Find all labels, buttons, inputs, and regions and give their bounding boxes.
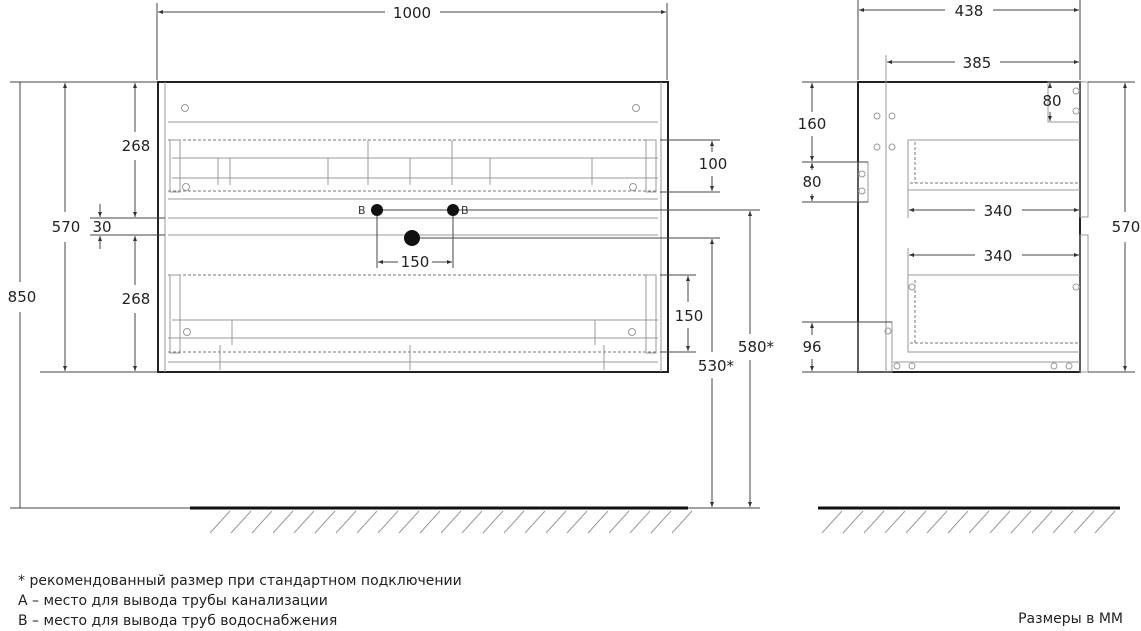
hatch-stroke — [1010, 510, 1032, 534]
water-pipe-right-marker — [447, 204, 459, 216]
hatch-stroke — [989, 510, 1011, 534]
floor-hatch-side — [821, 510, 1116, 534]
hatch-stroke — [671, 510, 693, 534]
hatch-stroke — [587, 510, 609, 534]
dim-width: 1000 — [393, 4, 431, 22]
dim-depth-total: 438 — [955, 2, 984, 20]
water-label-left: В — [358, 204, 366, 217]
hatch-stroke — [335, 510, 357, 534]
hatch-stroke — [650, 510, 672, 534]
cabinet-side-outline — [857, 81, 1081, 373]
hatch-stroke — [545, 510, 567, 534]
hatch-stroke — [209, 510, 231, 534]
hatch-stroke — [1073, 510, 1095, 534]
hatch-stroke — [608, 510, 630, 534]
dim-bottom-drawer-height: 268 — [122, 290, 151, 308]
hatch-stroke — [314, 510, 336, 534]
hatch-stroke — [482, 510, 504, 534]
dim-gap: 30 — [92, 218, 111, 236]
dim-bottom-offset: 96 — [802, 338, 821, 356]
hatch-stroke — [821, 510, 843, 534]
hatch-stroke — [503, 510, 525, 534]
hatch-stroke — [947, 510, 969, 534]
hatch-stroke — [926, 510, 948, 534]
hatch-stroke — [629, 510, 651, 534]
dim-side-height: 570 — [1112, 218, 1141, 236]
drain-pipe-marker — [404, 230, 420, 246]
cabinet-front-outline — [157, 81, 669, 373]
hatch-stroke — [1031, 510, 1053, 534]
hatch-stroke — [398, 510, 420, 534]
hatch-stroke — [884, 510, 906, 534]
dim-drain-height: 530* — [698, 357, 735, 375]
dim-body-height: 570 — [52, 218, 81, 236]
dim-water-height: 580* — [738, 338, 775, 356]
dim-top-right: 80 — [1042, 92, 1061, 110]
note-recommended: * рекомендованный размер при стандартном… — [18, 573, 462, 589]
dim-bracket-height: 80 — [802, 173, 821, 191]
dim-top-offset: 160 — [798, 115, 827, 133]
units-label: Размеры в ММ — [1018, 611, 1123, 627]
hatch-stroke — [272, 510, 294, 534]
water-label-right: В — [461, 204, 469, 217]
hatch-stroke — [566, 510, 588, 534]
dim-bottom-drawer-depth: 150 — [675, 307, 704, 325]
hatch-stroke — [863, 510, 885, 534]
hatch-stroke — [842, 510, 864, 534]
hatch-stroke — [293, 510, 315, 534]
hatch-stroke — [1094, 510, 1116, 534]
hatch-stroke — [377, 510, 399, 534]
front-view: В В 150 1000 850 570 268 268 30 100 150 … — [8, 3, 775, 534]
hatch-stroke — [905, 510, 927, 534]
hatch-stroke — [251, 510, 273, 534]
side-view: 438 385 160 80 96 80 340 340 570 — [798, 0, 1141, 534]
hatch-stroke — [356, 510, 378, 534]
dim-depth-body: 385 — [963, 54, 992, 72]
water-pipe-left-marker — [371, 204, 383, 216]
hatch-stroke — [524, 510, 546, 534]
hatch-stroke — [461, 510, 483, 534]
dim-total-height: 850 — [8, 288, 37, 306]
hatch-stroke — [968, 510, 990, 534]
dim-top-drawer-depth: 100 — [699, 155, 728, 173]
note-drain: А – место для вывода трубы канализации — [18, 593, 328, 609]
note-water: В – место для вывода труб водоснабжения — [18, 613, 338, 629]
hatch-stroke — [440, 510, 462, 534]
notes: * рекомендованный размер при стандартном… — [18, 571, 462, 631]
dim-bottom-drawer-depth-side: 340 — [984, 247, 1013, 265]
hatch-stroke — [419, 510, 441, 534]
dim-pipe-spacing: 150 — [401, 253, 430, 271]
hatch-stroke — [230, 510, 252, 534]
floor-hatch — [209, 510, 693, 534]
dim-top-drawer-depth-side: 340 — [984, 202, 1013, 220]
dim-top-drawer-height: 268 — [122, 137, 151, 155]
hatch-stroke — [1052, 510, 1074, 534]
